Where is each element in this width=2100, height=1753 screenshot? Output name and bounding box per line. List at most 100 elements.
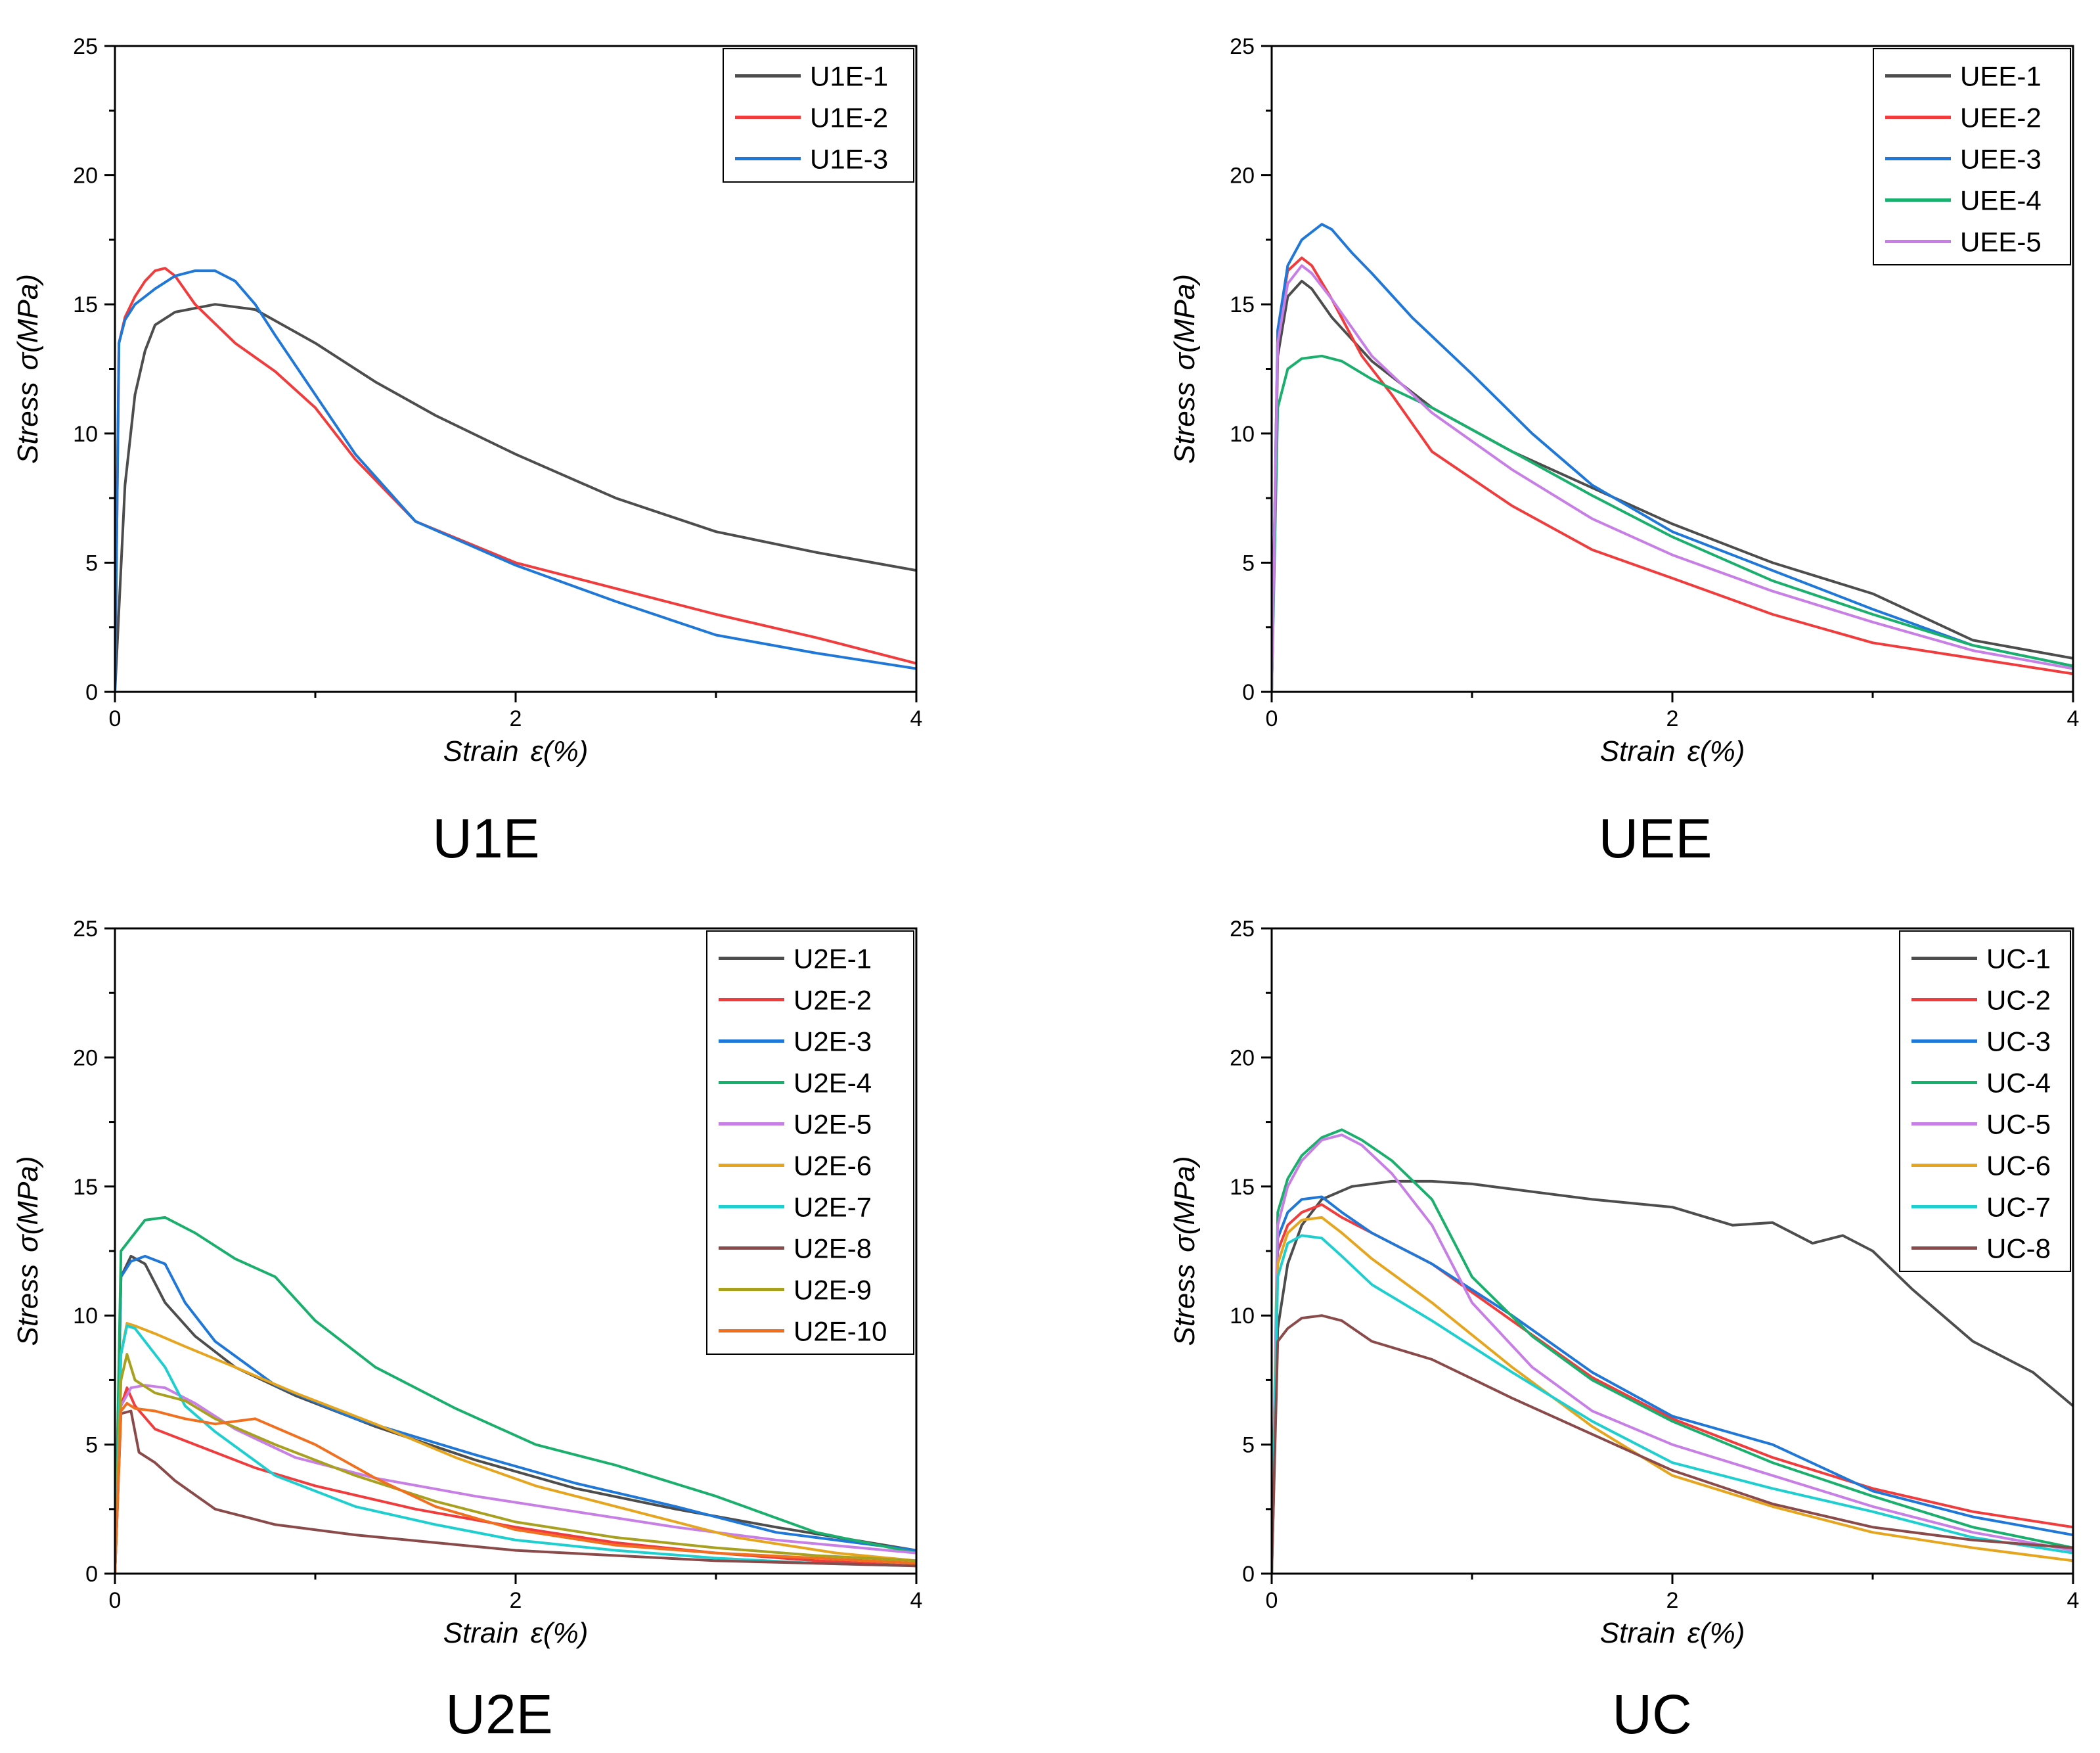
y-tick-label: 5 bbox=[85, 1433, 98, 1458]
legend-label: U2E-10 bbox=[793, 1316, 887, 1347]
series-line-u2e-7 bbox=[115, 1324, 916, 1574]
y-tick-label: 5 bbox=[85, 551, 98, 576]
y-tick-label: 0 bbox=[1242, 680, 1255, 705]
x-tick-label: 0 bbox=[109, 1588, 122, 1613]
x-axis-title: Strain ε(%) bbox=[1600, 735, 1745, 767]
panel-title: UEE bbox=[1599, 808, 1712, 869]
x-tick-label: 2 bbox=[510, 706, 522, 731]
legend-label: UC-6 bbox=[1986, 1150, 2051, 1181]
legend: U1E-1 U1E-2 U1E-3 bbox=[723, 48, 914, 183]
series-line-uc-4 bbox=[1272, 1128, 2073, 1574]
y-tick-label: 15 bbox=[73, 292, 98, 317]
legend-label: UC-4 bbox=[1986, 1068, 2051, 1099]
legend-label: U2E-1 bbox=[793, 944, 872, 974]
y-tick-label: 0 bbox=[85, 1562, 98, 1587]
y-axis-title: Stressσ(MPa) bbox=[1169, 1156, 1201, 1346]
legend-label: UC-1 bbox=[1986, 944, 2051, 974]
y-tick-label: 20 bbox=[1230, 164, 1255, 189]
x-axis-title: Strain ε(%) bbox=[443, 735, 589, 767]
legend-label: U1E-1 bbox=[810, 61, 888, 92]
y-tick-label: 10 bbox=[1230, 422, 1255, 447]
y-tick-label: 25 bbox=[1230, 917, 1255, 942]
legend-label: UEE-4 bbox=[1960, 185, 2042, 216]
legend-label: U1E-3 bbox=[810, 144, 888, 175]
legend-label: UEE-5 bbox=[1960, 227, 2042, 258]
legend-label: U2E-5 bbox=[793, 1109, 872, 1140]
y-axis-title: Stressσ(MPa) bbox=[12, 1156, 44, 1346]
series-line-u2e-6 bbox=[115, 1322, 916, 1574]
series-line-uee-1 bbox=[1272, 279, 2073, 692]
x-tick-label: 4 bbox=[2067, 706, 2080, 731]
x-tick-label: 0 bbox=[1266, 706, 1278, 731]
y-tick-label: 5 bbox=[1242, 1433, 1255, 1458]
legend-box bbox=[1873, 48, 2071, 265]
legend: U2E-1 U2E-2 U2E-3 U2E-4 U2E-5 U2E-6 U2E-7 U2E-8… bbox=[706, 930, 914, 1355]
y-tick-label: 10 bbox=[73, 422, 98, 447]
legend-label: UEE-3 bbox=[1960, 144, 2042, 175]
panel-title: U1E bbox=[432, 808, 539, 869]
x-tick-label: 4 bbox=[910, 1588, 923, 1613]
x-tick-label: 2 bbox=[510, 1588, 522, 1613]
series-line-u1e-2 bbox=[115, 267, 916, 692]
y-tick-label: 20 bbox=[1230, 1045, 1255, 1070]
y-tick-label: 20 bbox=[73, 164, 98, 189]
series-line-u1e-3 bbox=[115, 269, 916, 692]
legend-label: U2E-9 bbox=[793, 1275, 872, 1306]
legend-label: U2E-2 bbox=[793, 985, 872, 1016]
series-line-uee-3 bbox=[1272, 223, 2073, 692]
legend-label: U2E-4 bbox=[793, 1068, 872, 1099]
series-line-u1e-1 bbox=[115, 303, 916, 692]
y-tick-label: 15 bbox=[1230, 292, 1255, 317]
x-tick-label: 0 bbox=[1266, 1588, 1278, 1613]
y-tick-label: 15 bbox=[1230, 1175, 1255, 1200]
legend-label: UEE-2 bbox=[1960, 102, 2042, 133]
chart-panel-u1e: 0 2 4 0 5 10 15 20 25 Strain ε(%) Stressσ(MPa) U1E U1… bbox=[12, 34, 922, 869]
series-line-uee-5 bbox=[1272, 264, 2073, 692]
series-line-u2e-5 bbox=[115, 1384, 916, 1574]
series-line-u2e-4 bbox=[115, 1216, 916, 1574]
series-line-uc-6 bbox=[1272, 1216, 2073, 1574]
x-tick-label: 2 bbox=[1666, 706, 1679, 731]
x-tick-label: 4 bbox=[910, 706, 923, 731]
legend: UC-1 UC-2 UC-3 UC-4 UC-5 UC-6 UC-7 UC-8 bbox=[1899, 930, 2071, 1272]
legend-label: UC-2 bbox=[1986, 985, 2051, 1016]
x-axis-title: Strain ε(%) bbox=[1600, 1617, 1745, 1649]
y-axis-title: Stressσ(MPa) bbox=[12, 274, 44, 464]
x-tick-label: 0 bbox=[109, 706, 122, 731]
series-line-uee-2 bbox=[1272, 256, 2073, 692]
series-line-uc-7 bbox=[1272, 1234, 2073, 1574]
x-tick-label: 4 bbox=[2067, 1588, 2080, 1613]
y-axis-title: Stressσ(MPa) bbox=[1169, 274, 1201, 464]
x-tick-label: 2 bbox=[1666, 1588, 1679, 1613]
legend-label: UC-5 bbox=[1986, 1109, 2051, 1140]
legend-label: U1E-2 bbox=[810, 102, 888, 133]
legend-label: UC-7 bbox=[1986, 1192, 2051, 1223]
series-line-uc-1 bbox=[1272, 1179, 2073, 1574]
legend: UEE-1 UEE-2 UEE-3 UEE-4 UEE-5 bbox=[1873, 48, 2071, 265]
legend-label: UC-8 bbox=[1986, 1233, 2051, 1264]
legend-label: U2E-7 bbox=[793, 1192, 872, 1223]
series-line-uee-4 bbox=[1272, 354, 2073, 692]
legend-box bbox=[706, 930, 914, 1355]
y-tick-label: 10 bbox=[1230, 1304, 1255, 1329]
series-line-uc-3 bbox=[1272, 1195, 2073, 1574]
chart-panel-uc: 0 2 4 0 5 10 15 20 25 Strain ε(%) Stressσ(MPa) UC UC-… bbox=[1169, 917, 2079, 1745]
panel-title: UC bbox=[1612, 1683, 1691, 1745]
y-tick-label: 10 bbox=[73, 1304, 98, 1329]
y-tick-label: 25 bbox=[1230, 34, 1255, 59]
y-tick-label: 20 bbox=[73, 1045, 98, 1070]
y-tick-label: 15 bbox=[73, 1175, 98, 1200]
y-tick-label: 5 bbox=[1242, 551, 1255, 576]
legend-box bbox=[1899, 930, 2071, 1272]
series-line-uc-5 bbox=[1272, 1133, 2073, 1574]
legend-label: UC-3 bbox=[1986, 1026, 2051, 1057]
series-line-u2e-3 bbox=[115, 1254, 916, 1574]
y-tick-label: 25 bbox=[73, 917, 98, 942]
chart-panel-uee: 0 2 4 0 5 10 15 20 25 Strain ε(%) Stressσ(MPa) UEE UE… bbox=[1169, 34, 2079, 869]
series-line-u2e-9 bbox=[115, 1353, 916, 1574]
series-line-uc-8 bbox=[1272, 1314, 2073, 1574]
legend-label: U2E-3 bbox=[793, 1026, 872, 1057]
series-line-u2e-10 bbox=[115, 1401, 916, 1574]
series-line-u2e-8 bbox=[115, 1409, 916, 1574]
